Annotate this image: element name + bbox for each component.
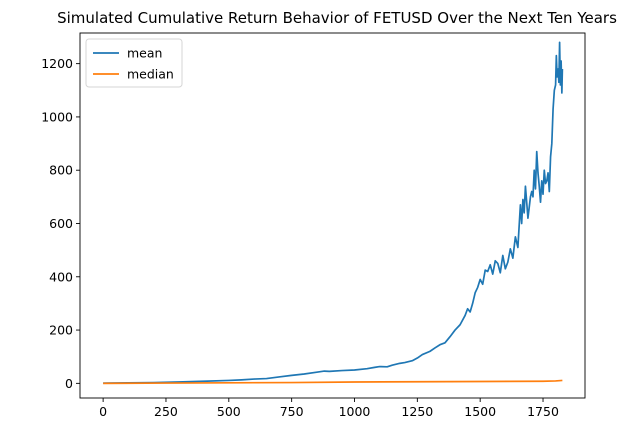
axes-layer: 0 250 500 750 1000 1250 1500 1750 0 200 400 600 800 1… [41, 32, 586, 419]
plot-area [80, 33, 585, 398]
legend: mean median [85, 38, 183, 88]
x-tick-label: 1000 [339, 404, 371, 419]
series-line-mean [103, 41, 564, 384]
x-tick-label: 1500 [464, 404, 496, 419]
legend-label-mean: mean [127, 46, 162, 61]
y-tick-label: 400 [49, 269, 73, 284]
chart-title: Simulated Cumulative Return Behavior of … [57, 9, 617, 27]
y-tick-label: 1000 [41, 109, 73, 124]
series-line-median [103, 379, 563, 385]
axes-frame [79, 32, 586, 399]
x-tick-label: 1750 [527, 404, 559, 419]
legend-label-median: median [127, 67, 174, 82]
y-tick-label: 0 [65, 376, 73, 391]
x-tick-label: 250 [154, 404, 178, 419]
x-tick-label: 0 [99, 404, 107, 419]
legend-box [85, 38, 183, 88]
y-tick-label: 800 [49, 163, 73, 178]
x-tick-label: 500 [217, 404, 241, 419]
y-tick-label: 600 [49, 216, 73, 231]
series-layer [103, 41, 564, 385]
y-tick-label: 1200 [41, 56, 73, 71]
x-tick-label: 1250 [401, 404, 433, 419]
y-tick-label: 200 [49, 323, 73, 338]
x-tick-label: 750 [280, 404, 304, 419]
axes-background [80, 33, 585, 398]
